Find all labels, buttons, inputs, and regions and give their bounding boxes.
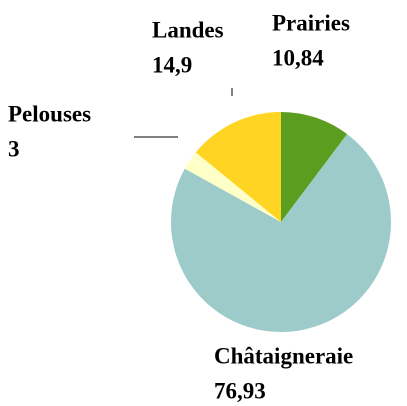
slice-value: 76,93 [214,378,266,403]
slice-label: Pelouses [8,101,91,126]
pie-slice [281,112,348,222]
slice-label: Landes [152,17,224,42]
slice-label: Châtaigneraie [214,343,353,368]
pie-slice [184,152,281,222]
slice-value: 10,84 [272,45,324,70]
pie-slice [195,112,281,222]
slice-label: Prairies [272,10,350,35]
pie-slice [170,134,391,332]
slice-value: 3 [8,136,20,161]
slice-value: 14,9 [152,52,192,77]
